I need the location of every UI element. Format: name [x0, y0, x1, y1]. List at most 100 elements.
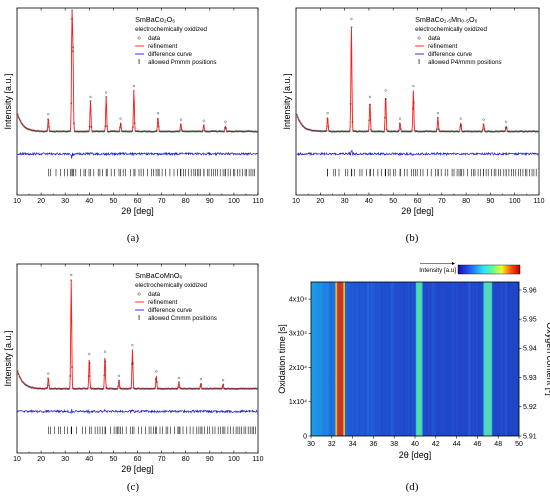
data-point	[48, 384, 50, 387]
y2-tick-label: 5.96	[523, 287, 537, 294]
data-point	[358, 130, 360, 133]
colorbar	[457, 264, 521, 275]
data-point	[385, 128, 388, 131]
data-point	[20, 122, 23, 125]
data-point	[226, 130, 229, 133]
x-tick-label: 70	[158, 198, 166, 205]
legend-marker-data	[137, 36, 141, 40]
data-point	[468, 130, 471, 133]
data-point	[373, 130, 376, 133]
heatmap-streak	[330, 282, 333, 436]
x-axis: 10 20 30 40 50 60 70 80 90 100 110	[292, 8, 545, 205]
data-point	[126, 130, 129, 133]
data-point	[177, 386, 179, 389]
data-point	[168, 388, 171, 391]
y2-axis-label: Oxygen content [-]	[545, 322, 550, 396]
data-point	[206, 130, 209, 133]
data-point	[366, 130, 369, 133]
panel-d-heatmap: 30 32 34 36 38 40 42 44 46 48 50 2θ [deg] 0 1x10⁴ 2x10…	[277, 262, 550, 460]
data-point	[432, 130, 435, 133]
data-point	[318, 130, 320, 133]
data-point	[435, 130, 438, 133]
data-point	[61, 387, 64, 390]
data-point	[72, 388, 75, 391]
data-point	[38, 130, 41, 133]
data-point	[487, 130, 490, 133]
compound-title: SmBaCo₁.₅Mn₀.₅O₆	[415, 15, 478, 24]
data-point	[461, 130, 464, 133]
data-point	[177, 376, 181, 380]
data-point	[295, 113, 298, 116]
data-point	[132, 84, 135, 88]
data-point	[199, 385, 202, 388]
data-point	[372, 130, 375, 133]
legend-entry: refinement	[428, 43, 458, 50]
data-point	[69, 375, 72, 378]
data-point	[528, 130, 531, 133]
data-point	[179, 387, 182, 390]
x-tick-label: 40	[365, 198, 373, 205]
data-point	[37, 129, 39, 132]
data-point	[159, 387, 162, 390]
data-point	[191, 388, 194, 390]
heatmap-streak	[372, 282, 374, 436]
data-point	[316, 129, 319, 132]
data-point	[208, 130, 211, 133]
data-point	[252, 387, 255, 390]
heatmap-streak	[354, 282, 355, 436]
data-point	[248, 387, 251, 390]
data-point	[248, 130, 251, 133]
data-point	[370, 128, 372, 131]
heatmap-streak	[345, 282, 347, 436]
panel-captions: (a) (b) (c) (d)	[127, 232, 419, 493]
data-point	[131, 126, 134, 128]
data-point	[84, 387, 86, 390]
heatmap-streak	[502, 282, 504, 436]
data-point	[256, 387, 259, 390]
data-point	[459, 125, 462, 128]
data-point	[200, 383, 203, 385]
x-tick-label: 20	[37, 456, 45, 463]
data-point	[245, 387, 248, 390]
legend-entry: allowed P4/mmm positions	[428, 59, 502, 66]
data-point	[101, 130, 104, 133]
data-point	[48, 125, 50, 128]
data-point	[107, 130, 110, 133]
data-point	[249, 130, 252, 133]
x-tick-label: 40	[85, 456, 93, 463]
compound-subtitle: electrochemically oxidized	[135, 26, 207, 33]
data-point	[109, 130, 112, 133]
data-point	[481, 129, 484, 132]
data-point	[25, 384, 27, 386]
data-point	[80, 387, 83, 390]
data-point	[80, 130, 83, 133]
panel-a-chart: 10 20 30 40 50 60 70 80 90 100 110 2θ [deg] Intensit…	[3, 7, 264, 216]
data-point	[181, 388, 184, 390]
data-point	[19, 120, 22, 123]
data-point	[136, 387, 139, 390]
data-point	[211, 387, 214, 390]
data-point	[327, 125, 330, 128]
data-point	[440, 130, 443, 133]
data-point	[25, 127, 28, 130]
data-point	[42, 130, 45, 133]
data-point	[154, 378, 157, 381]
data-point	[332, 130, 334, 133]
data-point	[118, 130, 121, 133]
data-point	[230, 387, 233, 390]
x-axis: 10 20 30 40 50 60 70 80 90 100 110	[13, 264, 264, 463]
data-point	[312, 129, 315, 132]
heatmap-streak	[469, 282, 471, 436]
data-point	[528, 130, 530, 133]
y-tick-label: 1x10⁴	[289, 399, 307, 406]
data-point	[107, 130, 109, 133]
legend-marker-data	[417, 36, 421, 40]
data-point	[325, 129, 328, 132]
data-point	[187, 130, 190, 133]
data-point	[112, 387, 115, 390]
legend-entry: refinement	[148, 299, 178, 306]
data-point	[88, 362, 91, 365]
data-point	[190, 130, 193, 132]
data-point	[124, 130, 127, 133]
